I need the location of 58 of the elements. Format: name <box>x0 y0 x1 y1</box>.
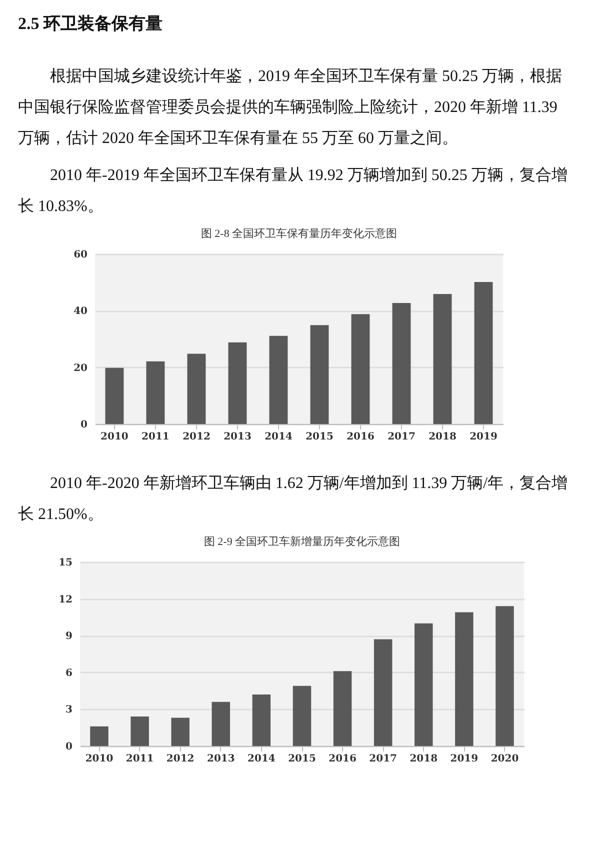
x-tick-label: 2019 <box>450 754 478 764</box>
bar <box>187 354 206 424</box>
y-tick-label: 60 <box>74 250 88 260</box>
x-tick-label: 2018 <box>428 432 456 442</box>
text: 2.5 环卫装备保有量 <box>18 13 164 35</box>
x-tick-label: 2014 <box>248 754 276 764</box>
x-tick-label: 2019 <box>470 432 498 442</box>
x-tick-label: 2020 <box>490 754 519 764</box>
bar <box>414 623 433 746</box>
bar <box>228 342 247 424</box>
y-tick-label: 0 <box>66 742 73 752</box>
x-tick-label: 2014 <box>264 432 292 442</box>
bar <box>433 294 452 424</box>
x-tick-label: 2011 <box>126 754 154 764</box>
y-tick-label: 3 <box>66 704 73 716</box>
bar <box>333 671 352 746</box>
chart-title: 图 2-9 全国环卫车新增量历年变化示意图 <box>204 535 400 548</box>
x-tick-label: 2010 <box>100 432 128 442</box>
text: 根据中国城乡建设统计年鉴，2019 年全国环卫车保有量 50.25 万辆，根据中国银行保险监督管理委员会提供的车辆强制险上险统计，2020 年新增 11.39 万辆，估计 2020 年全国环卫车保有量在 55 万至 60 万量之间。 <box>18 66 563 149</box>
bar <box>496 606 514 746</box>
bar <box>130 716 149 746</box>
y-tick-label: 20 <box>74 362 88 374</box>
x-tick-label: 2016 <box>346 432 374 442</box>
text: 2010 年-2020 年新增环卫车辆由 1.62 万辆/年增加到 11.39 万辆/年，复合增长 21.50%。 <box>18 474 569 525</box>
x-tick-label: 2015 <box>288 754 316 764</box>
bar <box>292 686 312 746</box>
x-tick-label: 2017 <box>388 432 416 442</box>
bar <box>392 303 411 424</box>
x-tick-label: 2013 <box>206 754 235 764</box>
bar <box>105 368 124 424</box>
x-tick-label: 2011 <box>142 432 170 442</box>
bar <box>455 612 474 746</box>
x-tick-label: 2015 <box>306 432 334 442</box>
bar <box>310 325 329 424</box>
chart-title: 图 2-8 全国环卫车保有量历年变化示意图 <box>200 227 398 240</box>
x-tick-label: 2017 <box>369 754 398 764</box>
bar <box>212 702 230 746</box>
x-tick-label: 2013 <box>224 432 252 442</box>
y-tick-label: 12 <box>58 594 73 606</box>
x-tick-label: 2016 <box>328 754 356 764</box>
bar <box>374 639 392 746</box>
x-tick-label: 2012 <box>182 432 210 442</box>
text: 2010 年-2019 年全国环卫车保有量从 19.92 万辆增加到 50.25 万辆，复合增长 10.83%。 <box>18 166 568 217</box>
y-tick-label: 0 <box>80 420 88 430</box>
bar <box>351 314 370 424</box>
y-tick-label: 6 <box>66 668 73 679</box>
bar <box>90 726 108 746</box>
y-tick-label: 15 <box>58 558 73 568</box>
bar <box>252 694 271 746</box>
x-tick-label: 2012 <box>166 754 194 764</box>
bar <box>269 336 288 424</box>
bar <box>146 361 165 424</box>
y-tick-label: 40 <box>74 306 88 318</box>
bar <box>474 282 493 424</box>
y-tick-label: 9 <box>66 631 73 642</box>
x-tick-label: 2010 <box>85 754 114 764</box>
bar <box>171 718 190 746</box>
x-tick-label: 2018 <box>410 754 438 764</box>
